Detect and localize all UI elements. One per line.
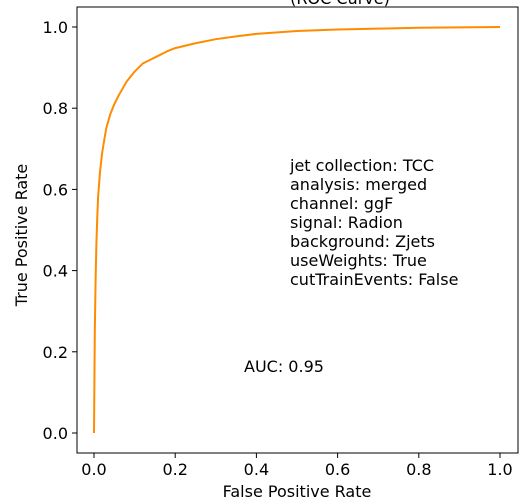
y-tick-label: 0.2: [43, 343, 68, 362]
y-tick-label: 1.0: [43, 18, 68, 37]
info-line: cutTrainEvents: False: [290, 270, 458, 289]
info-line: jet collection: TCC: [289, 156, 434, 175]
info-line: useWeights: True: [290, 251, 427, 270]
info-line: channel: ggF: [290, 194, 393, 213]
x-tick-label: 0.6: [325, 460, 350, 479]
roc-curve-line: [93, 26, 501, 434]
y-tick-label: 0.6: [43, 180, 68, 199]
y-axis-label: True Positive Rate: [12, 164, 31, 308]
y-tick-label: 0.0: [43, 424, 68, 443]
x-tick-label: 0.0: [81, 460, 106, 479]
info-line: background: Zjets: [290, 232, 435, 251]
x-axis-label: False Positive Rate: [223, 482, 372, 501]
plot-frame: [76, 6, 519, 454]
plot-area: 0.0 0.2 0.4 0.6 0.8 1.0 0.0 0.2 0.4 0.6 0.8 1.0: [43, 6, 519, 479]
x-tick-label: 0.8: [406, 460, 431, 479]
x-tick-label: 0.2: [162, 460, 187, 479]
info-line: signal: Radion: [290, 213, 403, 232]
info-annotation: jet collection: TCC analysis: merged cha…: [289, 156, 458, 289]
y-tick-label: 0.4: [43, 262, 68, 281]
y-tick-label: 0.8: [43, 99, 68, 118]
info-line: analysis: merged: [290, 175, 427, 194]
chart-title: (ROC Curve): [290, 0, 390, 8]
x-tick-label: 1.0: [487, 460, 512, 479]
auc-annotation: AUC: 0.95: [244, 357, 324, 376]
x-tick-label: 0.4: [244, 460, 269, 479]
